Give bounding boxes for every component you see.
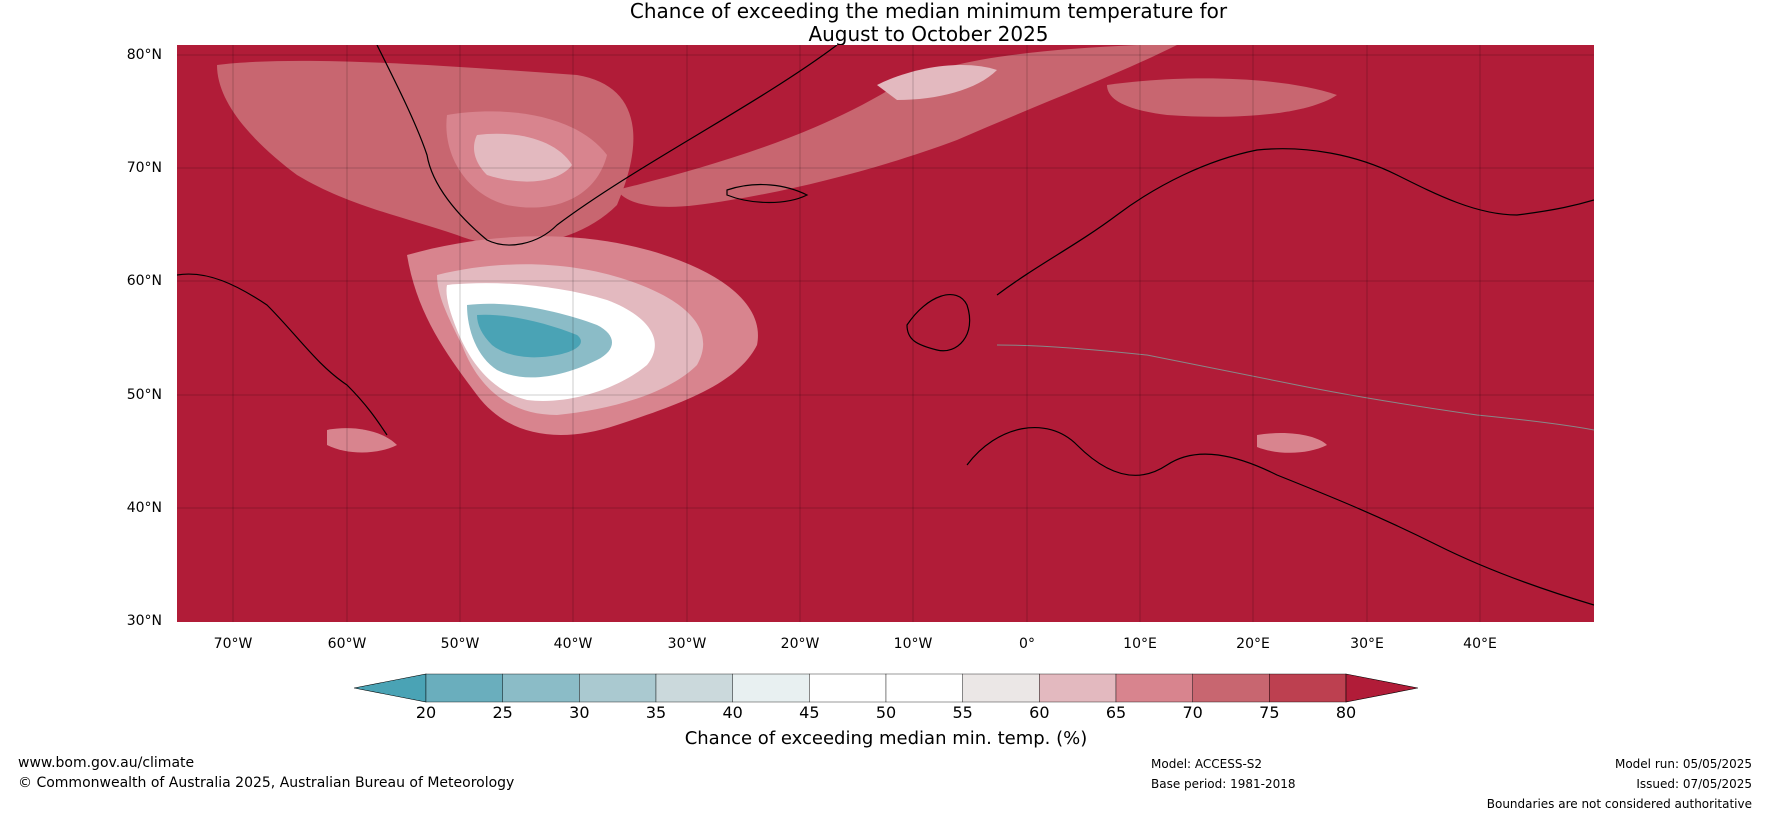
footer-base-period: Base period: 1981-2018 xyxy=(1151,777,1296,791)
coastline-north-america xyxy=(177,273,388,436)
colorbar-cell xyxy=(809,673,887,703)
anomaly-region-black-sea xyxy=(1257,433,1327,453)
lon-label-40w: 40°W xyxy=(553,636,593,652)
lon-label-70w: 70°W xyxy=(213,636,253,652)
colorbar-tick-label: 70 xyxy=(1182,703,1203,722)
lon-label-0: 0° xyxy=(1019,636,1035,652)
colorbar-cell xyxy=(962,673,1040,703)
footer-site: www.bom.gov.au/climate xyxy=(18,755,195,771)
lon-label-20w: 20°W xyxy=(780,636,820,652)
map-canvas xyxy=(177,45,1594,622)
lat-label-80n: 80°N xyxy=(126,47,162,63)
colorbar-cell xyxy=(732,673,810,703)
colorbar-cell xyxy=(1269,673,1347,703)
colorbar-label: Chance of exceeding median min. temp. (%… xyxy=(684,728,1088,749)
colorbar-tick-label: 55 xyxy=(952,703,973,722)
colorbar-tick-label: 20 xyxy=(415,703,437,722)
lon-label-20e: 20°E xyxy=(1236,636,1270,652)
anomaly-region-atlantic-core xyxy=(477,314,581,358)
colorbar-tick-label: 75 xyxy=(1259,703,1280,722)
footer-disclaimer: Boundaries are not considered authoritat… xyxy=(1486,797,1752,811)
footer-issued: Issued: 07/05/2025 xyxy=(1636,777,1752,791)
map-title: Chance of exceeding the median minimum t… xyxy=(0,0,1770,46)
anomaly-region-barents xyxy=(1107,78,1337,117)
lon-label-40e: 40°E xyxy=(1463,636,1497,652)
coastline-greenland xyxy=(376,45,838,246)
coastline-mediterranean xyxy=(966,427,1594,606)
colorbar-tick-label: 45 xyxy=(799,703,820,722)
graticule xyxy=(177,45,1594,622)
lon-label-10e: 10°E xyxy=(1123,636,1157,652)
anomaly-region-greenland-sea xyxy=(617,45,1177,207)
colorbar-cells xyxy=(354,673,1418,703)
title-line-2: August to October 2025 xyxy=(808,22,1049,46)
lat-label-50n: 50°N xyxy=(126,387,162,403)
colorbar-cell xyxy=(579,673,657,703)
colorbar-tick-label: 50 xyxy=(875,703,897,722)
colorbar-cell xyxy=(1192,673,1270,703)
colorbar-tick-label: 80 xyxy=(1335,703,1357,722)
lat-label-40n: 40°N xyxy=(126,500,162,516)
lon-label-50w: 50°W xyxy=(440,636,480,652)
colorbar xyxy=(354,673,1418,703)
lat-label-30n: 30°N xyxy=(126,613,162,629)
anomaly-region-small-1 xyxy=(327,428,397,453)
lon-label-10w: 10°W xyxy=(893,636,933,652)
lat-label-60n: 60°N xyxy=(126,273,162,289)
colorbar-tick-label: 25 xyxy=(492,703,513,722)
colorbar-cell xyxy=(1039,673,1117,703)
colorbar-cell xyxy=(655,673,733,703)
colorbar-tick-label: 30 xyxy=(569,703,590,722)
lat-label-70n: 70°N xyxy=(126,160,162,176)
colorbar-tick-label: 65 xyxy=(1105,703,1127,722)
colorbar-tick-label: 60 xyxy=(1029,703,1050,722)
footer-model-run: Model run: 05/05/2025 xyxy=(1614,757,1752,771)
lon-label-30e: 30°E xyxy=(1350,636,1384,652)
coastline-iceland xyxy=(726,183,809,204)
colorbar-cell xyxy=(425,673,503,703)
footer-model: Model: ACCESS-S2 xyxy=(1151,757,1263,771)
colorbar-cell xyxy=(502,673,580,703)
footer-copyright: © Commonwealth of Australia 2025, Austra… xyxy=(18,775,515,791)
coastline-scandinavia xyxy=(996,148,1594,296)
colorbar-extend-low xyxy=(354,673,427,703)
anomaly-region-svalbard xyxy=(877,65,997,100)
coastline-british-isles xyxy=(906,294,971,352)
lon-label-60w: 60°W xyxy=(327,636,367,652)
title-line-1: Chance of exceeding the median minimum t… xyxy=(629,0,1228,23)
colorbar-tick-label: 35 xyxy=(645,703,667,722)
country-borders xyxy=(996,344,1594,431)
anomaly-region-baffin-inner xyxy=(474,133,572,182)
colorbar-tick-label: 40 xyxy=(722,703,743,722)
map-panel xyxy=(177,45,1594,622)
colorbar-cell xyxy=(1115,673,1193,703)
lon-label-30w: 30°W xyxy=(667,636,707,652)
colorbar-extend-high xyxy=(1345,673,1418,703)
colorbar-cell xyxy=(885,673,963,703)
